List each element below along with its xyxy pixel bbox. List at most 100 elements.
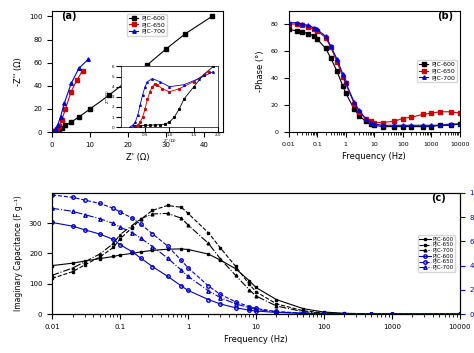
- PJC-600: [137, 250, 143, 254]
- PJC-650: [165, 203, 171, 208]
- ↙PJC-700: [179, 268, 184, 272]
- Line: PJC-600: PJC-600: [52, 14, 214, 133]
- PJC-700: [51, 129, 56, 133]
- PJC-600: [54, 128, 60, 132]
- PJC-650: [51, 129, 57, 133]
- PJC-600: [50, 130, 56, 134]
- ↙PJC-600: [70, 224, 75, 228]
- PJC-700: [76, 66, 82, 71]
- Line: ↙PJC-600: ↙PJC-600: [50, 221, 462, 316]
- PJC-700: [58, 115, 64, 119]
- PJC-600: [409, 125, 414, 129]
- PJC-650: [328, 45, 334, 49]
- PJC-600: [448, 123, 454, 127]
- PJC-650: [356, 110, 362, 114]
- ↙PJC-700: [457, 312, 463, 316]
- PJC-700: [246, 288, 252, 292]
- ↙PJC-700: [246, 306, 252, 310]
- PJC-650: [80, 68, 85, 73]
- PJC-650: [49, 276, 55, 281]
- PJC-600: [380, 125, 385, 129]
- PJC-700: [185, 223, 191, 227]
- PJC-700: [110, 241, 116, 246]
- PJC-700: [340, 72, 346, 76]
- PJC-600: [334, 69, 340, 73]
- Text: (c): (c): [431, 193, 446, 203]
- PJC-700: [70, 266, 75, 270]
- PJC-700: [356, 108, 362, 113]
- PJC-650: [391, 119, 397, 123]
- ↙PJC-600: [457, 312, 463, 316]
- PJC-600: [457, 122, 463, 126]
- PJC-600: [457, 312, 463, 316]
- ↙PJC-650: [233, 300, 238, 304]
- ↙PJC-650: [49, 193, 55, 197]
- PJC-600: [253, 285, 259, 289]
- PJC-600: [341, 311, 347, 315]
- ↙PJC-600: [273, 310, 279, 315]
- PJC-600: [389, 312, 395, 316]
- PJC-700: [299, 22, 305, 26]
- PJC-700: [52, 128, 58, 132]
- PJC-600: [82, 259, 87, 263]
- Legend: PJC-600, PJC-650, PJC-700: PJC-600, PJC-650, PJC-700: [127, 14, 167, 36]
- ↙PJC-600: [301, 311, 306, 316]
- PJC-600: [164, 47, 169, 51]
- PJC-600: [328, 56, 334, 60]
- Line: ↙PJC-650: ↙PJC-650: [50, 193, 462, 316]
- ↙PJC-650: [97, 201, 102, 205]
- PJC-650: [306, 25, 311, 29]
- PJC-650: [428, 111, 434, 115]
- ↙PJC-700: [301, 311, 306, 316]
- PJC-700: [150, 212, 155, 216]
- PJC-700: [85, 57, 91, 61]
- PJC-600: [117, 253, 123, 257]
- Text: (b): (b): [438, 11, 454, 21]
- ↙PJC-600: [246, 308, 252, 312]
- PJC-600: [363, 119, 368, 123]
- ↙PJC-700: [137, 236, 143, 240]
- PJC-700: [97, 252, 102, 256]
- PJC-650: [448, 110, 454, 114]
- ↙PJC-600: [97, 232, 102, 236]
- PJC-600: [323, 46, 328, 50]
- PJC-700: [437, 123, 443, 127]
- PJC-600: [391, 125, 397, 129]
- PJC-600: [369, 312, 374, 316]
- PJC-600: [218, 258, 223, 262]
- ↙PJC-600: [179, 284, 184, 288]
- PJC-600: [51, 130, 57, 134]
- PJC-700: [391, 123, 397, 127]
- PJC-700: [233, 273, 238, 277]
- PJC-700: [165, 211, 171, 215]
- PJC-600: [343, 91, 348, 95]
- PJC-650: [301, 309, 306, 313]
- X-axis label: Frequency (Hz): Frequency (Hz): [342, 152, 406, 161]
- PJC-650: [341, 312, 347, 316]
- PJC-600: [63, 123, 68, 127]
- PJC-700: [351, 100, 357, 104]
- Y-axis label: -Phase (°): -Phase (°): [256, 50, 265, 92]
- ↙PJC-700: [233, 302, 238, 306]
- PJC-650: [137, 217, 143, 222]
- PJC-650: [400, 116, 406, 121]
- PJC-650: [457, 312, 463, 316]
- PJC-700: [53, 126, 59, 131]
- ↙PJC-700: [273, 310, 279, 314]
- PJC-700: [371, 122, 377, 126]
- ↙PJC-700: [165, 256, 171, 260]
- PJC-700: [301, 310, 306, 314]
- PJC-600: [246, 279, 252, 283]
- PJC-600: [110, 255, 116, 259]
- PJC-600: [49, 263, 55, 268]
- PJC-650: [63, 107, 68, 111]
- PJC-650: [70, 270, 75, 274]
- ↙PJC-700: [97, 216, 102, 221]
- PJC-650: [68, 89, 74, 94]
- PJC-700: [55, 122, 61, 127]
- PJC-650: [311, 28, 317, 32]
- PJC-650: [56, 124, 62, 128]
- PJC-700: [129, 223, 135, 228]
- PJC-600: [351, 107, 357, 111]
- PJC-600: [321, 310, 327, 314]
